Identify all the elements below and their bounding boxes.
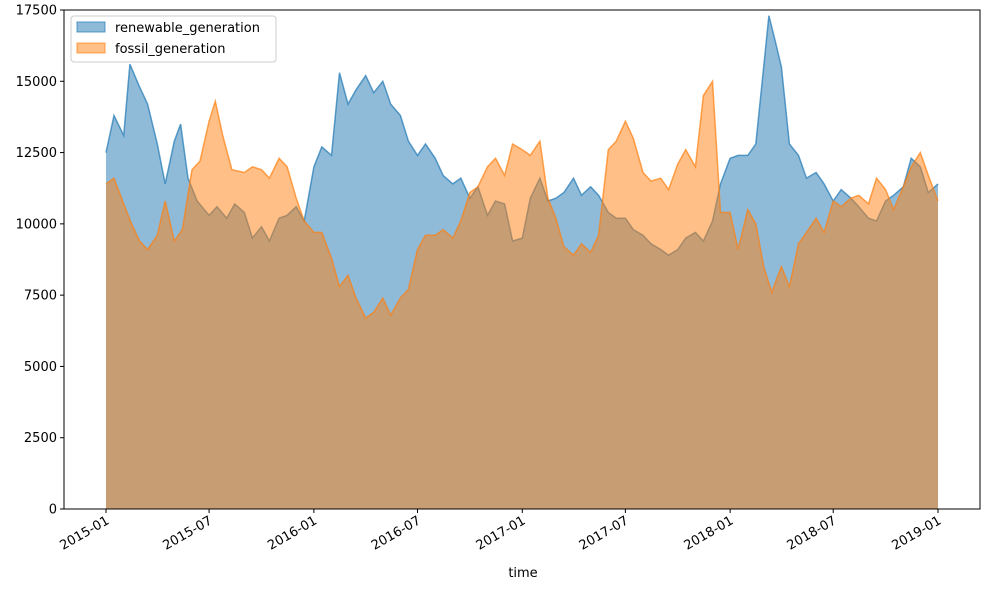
y-tick-label: 12500	[16, 146, 57, 161]
series-areas	[105, 15, 939, 510]
y-tick-label: 15000	[16, 75, 57, 90]
x-tick-label: 2015-07	[161, 513, 216, 553]
x-tick-label: 2017-07	[577, 513, 632, 553]
y-tick-label: 17500	[16, 4, 57, 19]
x-axis-title: time	[508, 566, 537, 581]
x-tick-label: 2017-01	[474, 513, 529, 553]
legend: renewable_generation fossil_generation	[70, 15, 277, 63]
x-tick-label: 2018-01	[682, 513, 737, 553]
legend-swatch	[76, 42, 106, 54]
x-tick-label: 2016-01	[265, 513, 320, 553]
x-tick-label: 2015-01	[57, 513, 112, 553]
y-tick-label: 2500	[24, 431, 57, 446]
y-axis: 0 2500 5000 7500 10000 12500 15000 17500	[16, 4, 64, 518]
x-tick-label: 2016-07	[369, 513, 424, 553]
legend-label: fossil_generation	[115, 42, 226, 57]
x-axis: 2015-01 2015-07 2016-01 2016-07 2017-01 2017-…	[57, 509, 944, 554]
y-tick-label: 5000	[24, 360, 57, 375]
x-tick-label: 2019-01	[889, 513, 944, 553]
legend-box	[70, 15, 277, 63]
x-tick-label: 2018-07	[785, 513, 840, 553]
legend-label: renewable_generation	[115, 21, 260, 36]
y-tick-label: 0	[49, 503, 57, 518]
area-fossil_generation	[106, 81, 938, 510]
line-fossil_generation	[105, 78, 939, 320]
y-tick-label: 10000	[16, 217, 57, 232]
legend-swatch	[76, 21, 106, 33]
y-tick-label: 7500	[24, 289, 57, 304]
